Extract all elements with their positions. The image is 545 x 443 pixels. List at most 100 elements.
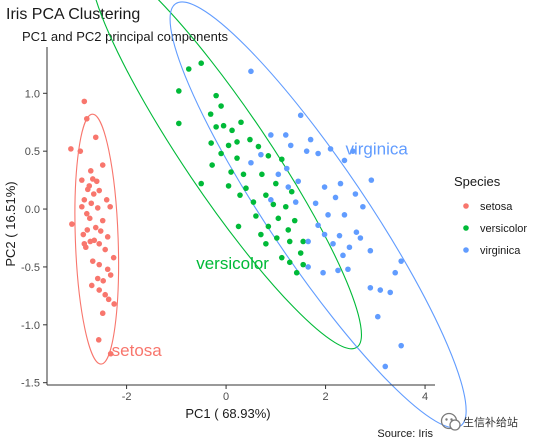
point-virginica bbox=[248, 68, 254, 75]
point-versicolor bbox=[285, 227, 292, 233]
point-versicolor bbox=[198, 60, 205, 67]
point-virginica bbox=[346, 244, 353, 251]
point-versicolor bbox=[293, 269, 300, 276]
point-versicolor bbox=[255, 143, 262, 150]
legend: Species setosa versicolor virginica bbox=[454, 174, 527, 257]
point-virginica bbox=[398, 342, 404, 349]
point-setosa bbox=[105, 296, 112, 303]
point-versicolor bbox=[234, 139, 240, 145]
point-setosa bbox=[99, 217, 106, 224]
legend-items: setosa versicolor virginica bbox=[463, 201, 527, 257]
point-virginica bbox=[335, 267, 341, 274]
y-tick-label: 1.0 bbox=[25, 88, 40, 100]
point-setosa bbox=[100, 278, 107, 284]
point-versicolor bbox=[176, 120, 182, 127]
point-setosa bbox=[94, 205, 101, 211]
point-versicolor bbox=[237, 192, 243, 198]
point-versicolor bbox=[273, 180, 279, 187]
axes: -2 0 2 4 1.0 0.5 0.0 -0.5 -1.0 -1.5 bbox=[21, 47, 435, 403]
chart-title: Iris PCA Clustering bbox=[6, 6, 140, 23]
point-setosa bbox=[68, 146, 74, 152]
point-setosa bbox=[83, 115, 90, 122]
point-virginica bbox=[325, 212, 331, 218]
point-virginica bbox=[352, 191, 359, 197]
point-versicolor bbox=[265, 153, 272, 159]
ellipse-layer bbox=[74, 0, 467, 429]
point-setosa bbox=[89, 258, 96, 264]
point-virginica bbox=[374, 313, 381, 320]
point-versicolor bbox=[259, 171, 265, 178]
point-setosa bbox=[79, 177, 85, 183]
legend-label-versicolor: versicolor bbox=[480, 223, 527, 235]
point-virginica bbox=[315, 222, 321, 229]
point-virginica bbox=[330, 240, 336, 247]
point-virginica bbox=[377, 287, 384, 293]
point-virginica bbox=[305, 238, 311, 245]
point-versicolor bbox=[185, 66, 192, 72]
point-versicolor bbox=[253, 213, 259, 219]
point-virginica bbox=[321, 231, 328, 238]
group-label-versicolor: versicolor bbox=[196, 254, 269, 273]
point-virginica bbox=[268, 196, 274, 203]
point-versicolor bbox=[220, 122, 227, 129]
point-setosa bbox=[84, 186, 91, 193]
point-virginica bbox=[367, 247, 374, 254]
x-axis-title: PC1 ( 68.93%) bbox=[185, 406, 270, 421]
point-versicolor bbox=[209, 162, 215, 168]
point-virginica bbox=[367, 284, 374, 291]
point-virginica bbox=[340, 252, 346, 259]
point-virginica bbox=[341, 157, 348, 164]
point-virginica bbox=[320, 269, 326, 276]
point-setosa bbox=[102, 246, 108, 253]
point-virginica bbox=[287, 142, 294, 149]
point-virginica bbox=[337, 180, 344, 187]
point-virginica bbox=[292, 199, 299, 205]
point-virginica bbox=[305, 264, 311, 270]
point-versicolor bbox=[240, 171, 247, 178]
point-versicolor bbox=[218, 103, 224, 109]
point-versicolor bbox=[234, 155, 240, 161]
point-versicolor bbox=[282, 203, 289, 210]
point-setosa bbox=[81, 196, 88, 203]
point-virginica bbox=[360, 203, 366, 210]
point-versicolor bbox=[288, 188, 295, 195]
point-versicolor bbox=[300, 238, 306, 245]
point-virginica bbox=[321, 184, 328, 190]
ellipse-virginica bbox=[169, 1, 467, 429]
point-setosa bbox=[95, 337, 102, 343]
point-versicolor bbox=[198, 180, 205, 187]
point-setosa bbox=[96, 261, 103, 268]
point-setosa bbox=[93, 178, 100, 185]
ellipse-setosa bbox=[74, 113, 120, 365]
x-tick-label: 0 bbox=[223, 391, 229, 403]
point-versicolor bbox=[300, 261, 306, 268]
point-virginica bbox=[297, 112, 304, 119]
point-versicolor bbox=[225, 183, 232, 189]
point-versicolor bbox=[208, 140, 214, 146]
point-virginica bbox=[350, 148, 356, 154]
point-virginica bbox=[332, 194, 339, 201]
point-virginica bbox=[248, 159, 254, 166]
point-versicolor bbox=[243, 185, 249, 192]
point-setosa bbox=[87, 168, 94, 174]
point-virginica bbox=[295, 178, 302, 185]
point-versicolor bbox=[263, 192, 269, 198]
point-setosa bbox=[104, 234, 111, 240]
point-setosa bbox=[90, 191, 97, 197]
point-versicolor bbox=[213, 92, 219, 99]
point-versicolor bbox=[238, 119, 244, 126]
plot-area: setosa versicolor virginica bbox=[68, 0, 467, 429]
point-versicolor bbox=[297, 250, 304, 256]
legend-label-virginica: virginica bbox=[480, 245, 521, 257]
point-setosa bbox=[99, 162, 106, 168]
point-setosa bbox=[96, 187, 103, 194]
legend-key-virginica bbox=[463, 247, 469, 253]
point-virginica bbox=[307, 136, 314, 143]
point-virginica bbox=[303, 148, 310, 154]
point-virginica bbox=[258, 151, 264, 158]
group-label-virginica: virginica bbox=[345, 140, 408, 159]
point-setosa bbox=[97, 228, 104, 234]
point-setosa bbox=[110, 254, 117, 261]
point-versicolor bbox=[229, 127, 235, 134]
